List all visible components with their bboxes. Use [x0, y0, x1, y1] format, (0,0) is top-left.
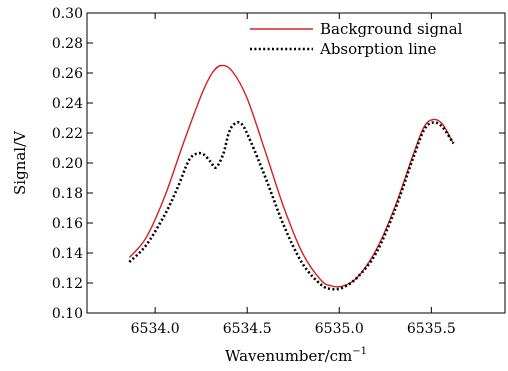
- x-tick-label: 6535.0: [315, 321, 364, 337]
- y-tick-label: 0.22: [52, 126, 83, 142]
- y-tick-label: 0.12: [52, 276, 83, 292]
- legend-label-absorption-line: Absorption line: [319, 40, 436, 58]
- y-tick-label: 0.18: [52, 186, 83, 202]
- x-tick-label: 6534.5: [223, 321, 272, 337]
- x-tick-label: 6534.0: [131, 321, 180, 337]
- y-tick-label: 0.16: [52, 216, 83, 232]
- y-tick-label: 0.24: [52, 96, 83, 112]
- y-tick-label: 0.26: [52, 66, 83, 82]
- y-tick-label: 0.14: [52, 246, 83, 262]
- y-tick-label: 0.28: [52, 36, 83, 52]
- series-line-absorption-line: [128, 120, 455, 291]
- y-tick-label: 0.10: [52, 306, 83, 322]
- x-tick-label: 6535.5: [407, 321, 456, 337]
- axis-ticks: 6534.0 6534.5 6535.0 6535.5 0.10 0.12 0.14 0.16…: [52, 6, 505, 337]
- x-axis-title-text: Wavenumber/cm: [225, 347, 352, 365]
- y-tick-label: 0.30: [52, 6, 83, 22]
- plot-frame: [86, 12, 506, 314]
- legend: Background signal Absorption line: [250, 20, 463, 58]
- series-line-background-signal: [128, 64, 455, 288]
- legend-label-background-signal: Background signal: [320, 20, 463, 38]
- x-axis-title-superscript: −1: [352, 346, 367, 357]
- y-tick-label: 0.20: [52, 156, 83, 172]
- x-axis-title: Wavenumber/cm−1: [225, 346, 367, 365]
- y-axis-title: Signal/V: [11, 130, 29, 195]
- series-group: [128, 64, 455, 291]
